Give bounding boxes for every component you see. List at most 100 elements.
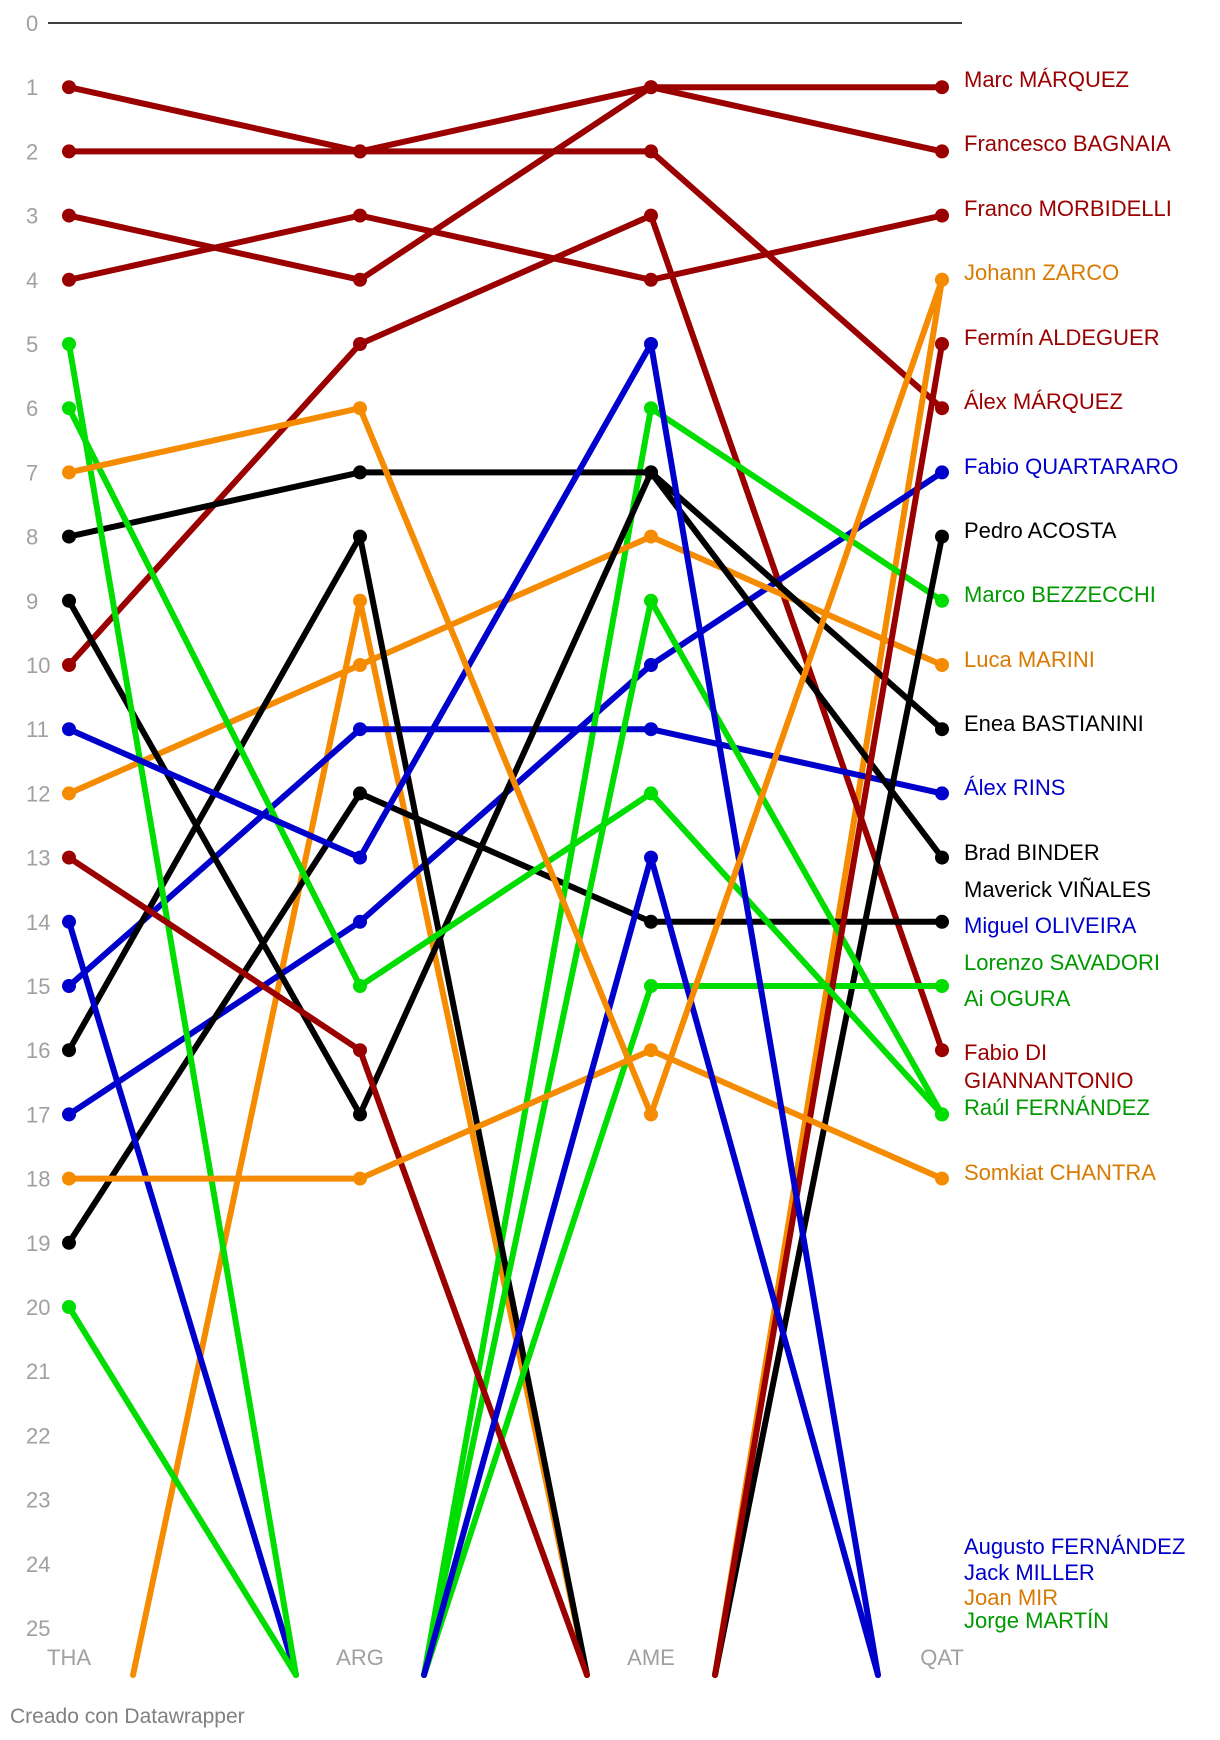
series-label: Luca MARINI xyxy=(964,647,1095,672)
data-point xyxy=(353,401,367,416)
series-line xyxy=(712,341,945,1678)
data-point xyxy=(353,979,367,993)
data-point xyxy=(353,593,367,608)
data-point xyxy=(62,1235,76,1250)
series-line xyxy=(357,1047,654,1182)
series-line xyxy=(648,84,945,155)
y-tick-label: 16 xyxy=(26,1038,50,1063)
series-line xyxy=(66,726,363,861)
y-tick-label: 24 xyxy=(26,1552,50,1577)
data-point xyxy=(935,401,949,416)
series-line xyxy=(648,854,881,1678)
data-point xyxy=(935,722,949,737)
series-line xyxy=(648,405,945,604)
data-point xyxy=(644,914,658,929)
y-tick-label: 13 xyxy=(26,846,50,871)
data-point xyxy=(935,465,949,480)
data-point xyxy=(353,465,367,480)
y-tick-label: 25 xyxy=(26,1616,50,1641)
y-tick-label: 12 xyxy=(26,781,50,806)
data-point xyxy=(644,979,658,993)
y-tick-label: 21 xyxy=(26,1359,50,1384)
series-label: Johann ZARCO xyxy=(964,260,1119,285)
series-label: Álex RINS xyxy=(964,775,1065,800)
series-line xyxy=(648,276,945,1118)
data-point xyxy=(644,272,658,287)
y-tick-label: 22 xyxy=(26,1423,50,1448)
series-line xyxy=(648,1047,945,1182)
data-point xyxy=(644,786,658,801)
series-line xyxy=(66,918,299,1678)
data-point xyxy=(935,1043,949,1058)
data-point xyxy=(935,208,949,223)
series-line xyxy=(648,341,881,1678)
x-axis: THA ARG AME QAT xyxy=(47,1645,964,1670)
series-line xyxy=(357,212,654,283)
series-lines xyxy=(66,84,945,1678)
series-label: Ai OGURA xyxy=(964,986,1071,1011)
data-point xyxy=(353,722,367,737)
data-point xyxy=(644,80,658,95)
data-point xyxy=(62,786,76,801)
data-point xyxy=(62,337,76,351)
data-point xyxy=(644,208,658,223)
data-point xyxy=(644,1043,658,1058)
series-line xyxy=(357,84,654,155)
y-tick-label: 0 xyxy=(26,11,38,36)
series-line xyxy=(357,790,654,989)
x-tick-label: THA xyxy=(47,1645,91,1670)
series-line xyxy=(66,405,363,476)
credit-text: Creado con Datawrapper xyxy=(10,1705,245,1728)
data-point xyxy=(62,208,76,223)
series-label: Maverick VIÑALES xyxy=(964,877,1151,902)
series-line xyxy=(66,854,363,1054)
data-point xyxy=(62,272,76,287)
series-line xyxy=(712,533,945,1678)
series-label: Jack MILLER xyxy=(964,1560,1095,1585)
series-label: Joan MIR xyxy=(964,1585,1058,1610)
series-label: Franco MORBIDELLI xyxy=(964,196,1172,221)
data-point xyxy=(62,144,76,159)
series-label: Enea BASTIANINI xyxy=(964,711,1144,736)
data-point xyxy=(353,850,367,865)
y-tick-label: 7 xyxy=(26,460,38,485)
y-tick-label: 18 xyxy=(26,1167,50,1192)
series-line xyxy=(357,341,654,861)
series-label: Somkiat CHANTRA xyxy=(964,1160,1156,1185)
series-line xyxy=(66,405,363,989)
data-point xyxy=(353,914,367,929)
series-line xyxy=(66,212,363,283)
data-point xyxy=(62,593,76,608)
y-tick-label: 4 xyxy=(26,268,38,293)
data-point xyxy=(935,914,949,929)
series-line xyxy=(130,597,363,1678)
data-point xyxy=(353,786,367,801)
data-point xyxy=(644,593,658,608)
series-line xyxy=(357,533,590,1678)
data-point xyxy=(935,337,949,351)
y-tick-label: 1 xyxy=(26,75,38,100)
data-point xyxy=(644,1107,658,1122)
data-point xyxy=(62,465,76,480)
series-label: Augusto FERNÁNDEZ xyxy=(964,1534,1185,1559)
series-label: Brad BINDER xyxy=(964,840,1100,865)
series-line xyxy=(648,790,945,1118)
data-point xyxy=(935,1107,949,1122)
y-tick-label: 19 xyxy=(26,1231,50,1256)
x-tick-label: ARG xyxy=(336,1645,384,1670)
series-line xyxy=(421,854,654,1678)
series-line xyxy=(648,469,945,733)
series-line xyxy=(66,790,363,1246)
y-tick-label: 9 xyxy=(26,589,38,614)
data-point xyxy=(62,1171,76,1186)
data-point xyxy=(353,529,367,544)
data-point xyxy=(62,1300,76,1314)
series-label: Fermín ALDEGUER xyxy=(964,325,1160,350)
series-line xyxy=(648,597,945,1118)
data-point xyxy=(935,658,949,672)
series-label: Francesco BAGNAIA xyxy=(964,131,1171,156)
series-label: Lorenzo SAVADORI xyxy=(964,950,1160,975)
series-line xyxy=(648,212,945,283)
y-tick-label: 2 xyxy=(26,139,38,164)
series-line xyxy=(357,84,654,283)
